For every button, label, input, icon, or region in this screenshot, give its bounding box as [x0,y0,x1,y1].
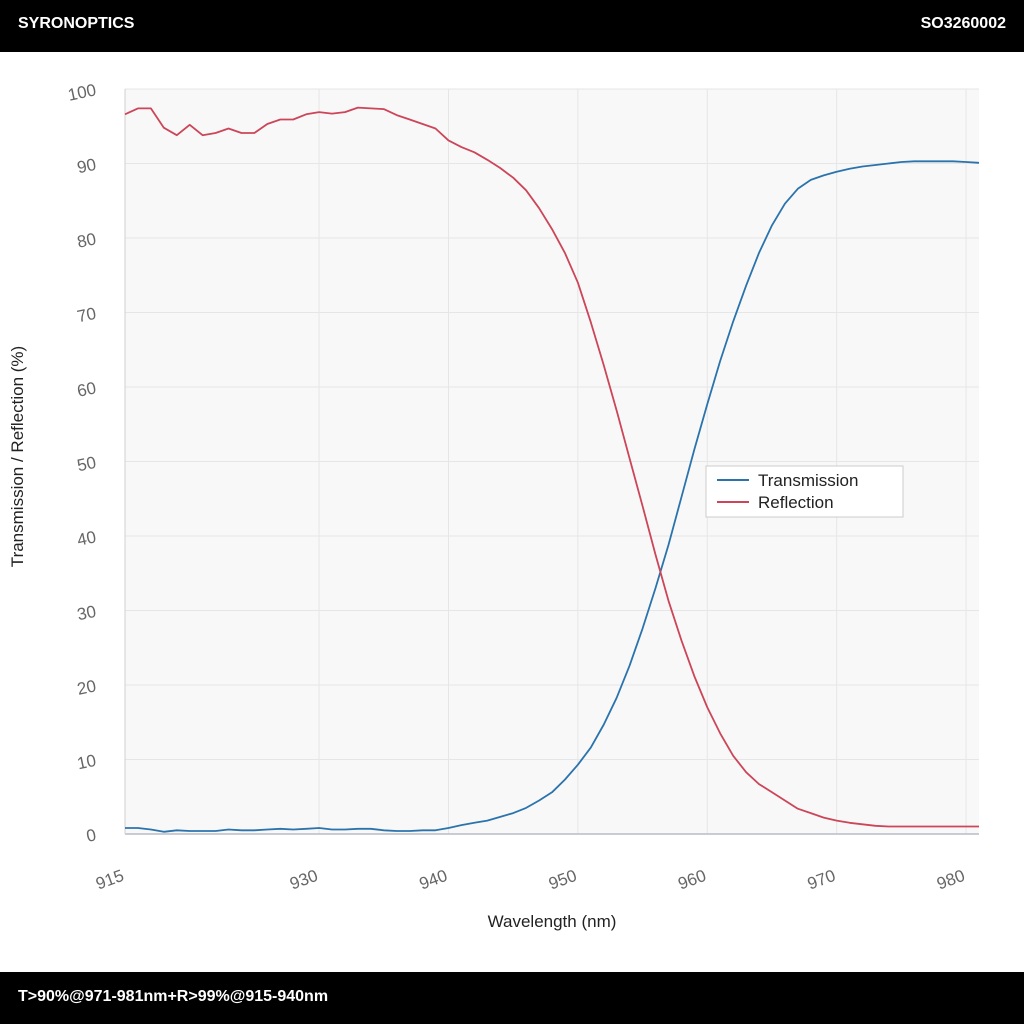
legend: Transmission Reflection [705,465,904,518]
legend-box [705,465,904,518]
x-axis-label: Wavelength (nm) [488,912,617,931]
x-tick-label: 980 [934,866,967,894]
spectrum-chart: 0 10 20 30 40 50 60 70 80 90 100 915 930 940 950 960 970… [8,80,980,931]
x-tick-label: 970 [805,866,838,894]
series-line-transmission [125,160,980,833]
x-tick-label: 915 [93,866,126,894]
y-tick-label: 50 [75,453,97,476]
y-tick-label: 90 [75,155,97,178]
grid-lines [124,88,979,835]
spec-summary: T>90%@971-981nm+R>99%@915-940nm [18,988,329,1005]
y-tick-label: 80 [75,229,97,252]
series-lines [124,106,980,833]
header-bar: SYRONOPTICS SO3260002 [0,0,1024,52]
part-number: SO3260002 [920,15,1006,32]
legend-label: Transmission [758,471,858,490]
legend-label: Reflection [758,493,834,512]
x-tick-label: 930 [287,866,320,894]
x-tick-label: 950 [546,866,579,894]
y-axis-label: Transmission / Reflection (%) [8,346,27,567]
y-tick-label: 70 [75,304,97,327]
series-line-reflection [124,106,979,828]
y-tick-label: 60 [75,378,97,401]
y-tick-label: 30 [75,602,97,625]
x-tick-label: 960 [675,866,708,894]
y-tick-label: 100 [66,80,98,104]
x-tick-label: 940 [417,866,450,894]
brand-name: SYRONOPTICS [18,15,135,32]
y-tick-label: 20 [75,676,97,699]
y-tick-label: 10 [75,751,97,774]
y-tick-label: 0 [85,825,98,846]
footer-bar: T>90%@971-981nm+R>99%@915-940nm [0,972,1024,1024]
y-tick-label: 40 [75,527,97,550]
